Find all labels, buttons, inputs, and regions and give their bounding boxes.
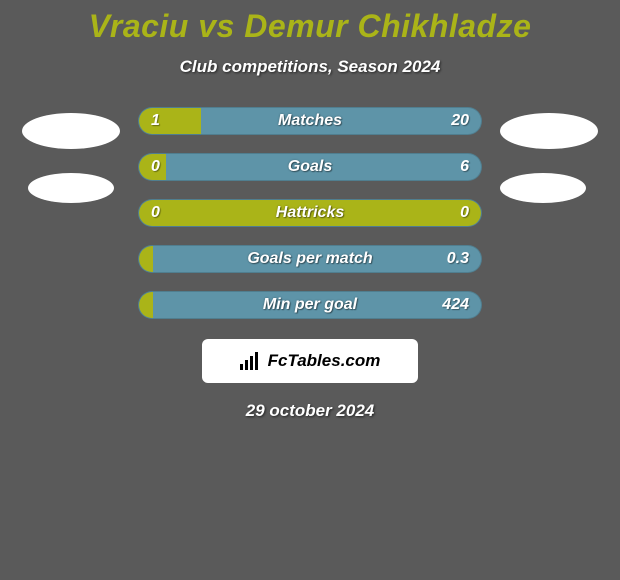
stat-right-value: 0	[460, 204, 469, 222]
stat-row-goals-per-match: Goals per match 0.3	[138, 245, 482, 273]
player-b-badge-2	[500, 173, 586, 203]
stat-fill	[139, 108, 201, 134]
stat-row-goals: 0 Goals 6	[138, 153, 482, 181]
stat-right-value: 20	[451, 112, 469, 130]
stat-label: Matches	[278, 112, 342, 130]
bar-chart-icon	[240, 352, 262, 370]
stat-row-hattricks: 0 Hattricks 0	[138, 199, 482, 227]
comparison-card: Vraciu vs Demur Chikhladze Club competit…	[0, 0, 620, 421]
footer-date: 29 october 2024	[0, 401, 620, 421]
page-subtitle: Club competitions, Season 2024	[0, 57, 620, 77]
stats-area: 1 Matches 20 0 Goals 6 0 Hattricks 0	[22, 107, 598, 319]
player-b-badge-1	[500, 113, 598, 149]
stat-fill	[139, 292, 153, 318]
stat-label: Hattricks	[276, 204, 344, 222]
stat-label: Min per goal	[263, 296, 357, 314]
stat-label: Goals per match	[247, 250, 372, 268]
left-avatar-column	[22, 107, 120, 203]
stat-fill	[139, 246, 153, 272]
stat-left-value: 1	[151, 112, 160, 130]
branding-box[interactable]: FcTables.com	[202, 339, 418, 383]
page-title: Vraciu vs Demur Chikhladze	[0, 8, 620, 45]
branding-row: FcTables.com	[0, 339, 620, 383]
stat-row-min-per-goal: Min per goal 424	[138, 291, 482, 319]
branding-text: FcTables.com	[268, 351, 381, 371]
stat-bars: 1 Matches 20 0 Goals 6 0 Hattricks 0	[138, 107, 482, 319]
stat-label: Goals	[288, 158, 332, 176]
player-a-badge-1	[22, 113, 120, 149]
stat-row-matches: 1 Matches 20	[138, 107, 482, 135]
stat-right-value: 424	[442, 296, 469, 314]
player-a-badge-2	[28, 173, 114, 203]
stat-left-value: 0	[151, 204, 160, 222]
stat-left-value: 0	[151, 158, 160, 176]
stats-wrapper: 1 Matches 20 0 Goals 6 0 Hattricks 0	[0, 107, 620, 319]
stat-right-value: 6	[460, 158, 469, 176]
right-avatar-column	[500, 107, 598, 203]
stat-right-value: 0.3	[447, 250, 469, 268]
